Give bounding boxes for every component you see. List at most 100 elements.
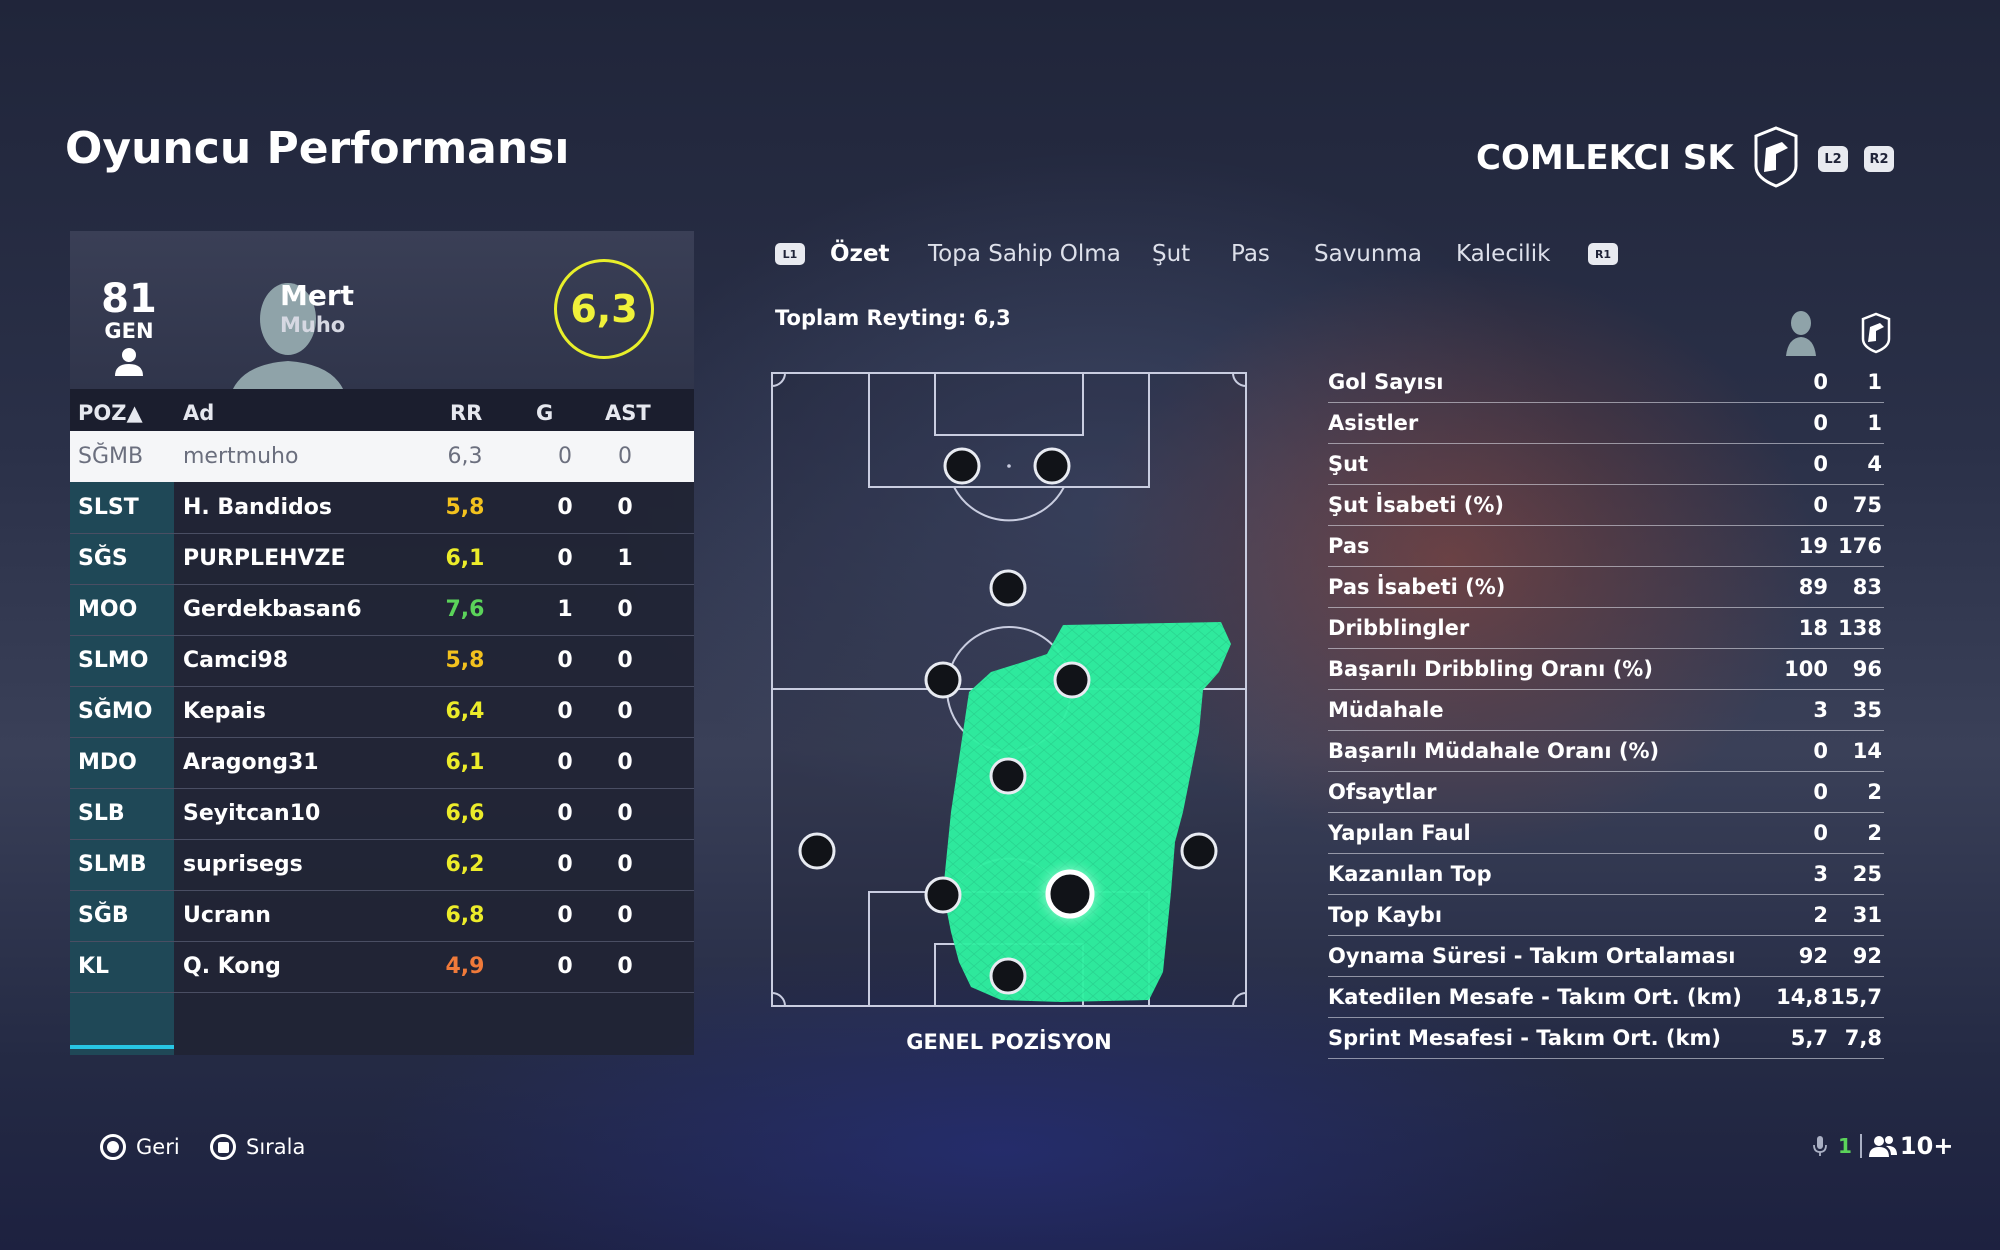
club-column-icon: [1861, 312, 1891, 354]
l2-button[interactable]: L2: [1818, 146, 1848, 172]
row-rating: 6,3: [447, 444, 483, 469]
player-panel: 81 GEN Mert Muho 6,3 POZ▲ Ad RR G AST: [70, 231, 694, 1055]
stat-row: Katedilen Mesafe - Takım Ort. (km) 14,8 15…: [1328, 977, 1884, 1018]
table-row[interactable]: SĞS PURPLEHVZE 6,1 0 1: [70, 533, 694, 585]
row-position: SLB: [78, 801, 125, 826]
row-position: SĞMO: [78, 699, 153, 724]
table-row[interactable]: SĞMB mertmuho 6,3 0 0: [70, 431, 694, 482]
table-row[interactable]: SLMB suprisegs 6,2 0 0: [70, 839, 694, 891]
stat-label: Ofsaytlar: [1328, 780, 1437, 804]
row-rating: 4,9: [445, 954, 485, 979]
l1-button[interactable]: L1: [775, 243, 805, 265]
col-header-g[interactable]: G: [536, 401, 554, 425]
stat-label: Pas: [1328, 534, 1370, 558]
table-row[interactable]: MOO Gerdekbasan6 7,6 1 0: [70, 584, 694, 636]
tab-sut[interactable]: Şut: [1152, 241, 1191, 267]
player-overall: 81: [101, 276, 157, 322]
stat-label: Pas İsabeti (%): [1328, 575, 1506, 599]
tab-ozet[interactable]: Özet: [830, 241, 890, 267]
table-row[interactable]: KL Q. Kong 4,9 0 0: [70, 941, 694, 993]
player-rating: 6,3: [554, 259, 654, 359]
stat-team-value: 1: [1867, 370, 1882, 394]
stat-label: Kazanılan Top: [1328, 862, 1492, 886]
stat-row: Kazanılan Top 3 25: [1328, 854, 1884, 895]
table-row[interactable]: SLMO Camci98 5,8 0 0: [70, 635, 694, 687]
stat-team-value: 92: [1852, 944, 1882, 968]
player-silhouette-icon: [182, 283, 398, 389]
stat-team-value: 15,7: [1830, 985, 1882, 1009]
table-row[interactable]: SLST H. Bandidos 5,8 0 0: [70, 482, 694, 534]
tab-pas[interactable]: Pas: [1231, 241, 1270, 267]
r1-button[interactable]: R1: [1588, 243, 1618, 265]
stat-player-value: 89: [1798, 575, 1828, 599]
stat-team-value: 75: [1852, 493, 1882, 517]
club-name: COMLEKCI SK: [1476, 138, 1734, 178]
col-header-name[interactable]: Ad: [183, 401, 215, 425]
mic-icon: [1813, 1136, 1827, 1156]
stat-row: Pas İsabeti (%) 89 83: [1328, 567, 1884, 608]
tab-topa-sahip-olma[interactable]: Topa Sahip Olma: [928, 241, 1121, 267]
row-assists: 0: [617, 801, 633, 826]
stat-team-value: 176: [1838, 534, 1882, 558]
player-last-name: Muho: [280, 313, 346, 337]
stat-team-value: 14: [1852, 739, 1882, 763]
col-header-poz[interactable]: POZ▲: [78, 401, 143, 425]
row-position: SLMB: [78, 852, 147, 877]
stat-row: Sprint Mesafesi - Takım Ort. (km) 5,7 7,8: [1328, 1018, 1884, 1059]
row-position: SLMO: [78, 648, 149, 673]
row-player-name: Q. Kong: [183, 954, 281, 979]
stat-team-value: 2: [1867, 780, 1882, 804]
table-row[interactable]: SĞB Ucrann 6,8 0 0: [70, 890, 694, 942]
r2-button[interactable]: R2: [1864, 146, 1894, 172]
stat-label: Yapılan Faul: [1328, 821, 1471, 845]
pitch-label: GENEL POZİSYON: [906, 1030, 1112, 1054]
total-rating: Toplam Reyting: 6,3: [775, 306, 1011, 330]
stat-row: Başarılı Dribbling Oranı (%) 100 96: [1328, 649, 1884, 690]
player-marker: [1045, 869, 1095, 919]
row-player-name: Seyitcan10: [183, 801, 321, 826]
sort-button[interactable]: Sırala: [210, 1134, 305, 1160]
row-position: KL: [78, 954, 110, 979]
row-rating: 6,4: [445, 699, 485, 724]
stat-player-value: 18: [1798, 616, 1828, 640]
stat-label: Asistler: [1328, 411, 1419, 435]
col-header-ast[interactable]: AST: [605, 401, 651, 425]
player-overall-label: GEN: [104, 319, 154, 343]
pitch-heatmap: [771, 372, 1247, 1007]
row-assists: 0: [617, 852, 633, 877]
stat-label: Şut: [1328, 452, 1369, 476]
tab-savunma[interactable]: Savunma: [1314, 241, 1422, 267]
row-goals: 0: [557, 801, 573, 826]
row-assists: 0: [617, 597, 633, 622]
row-position: SĞB: [78, 903, 129, 928]
stat-label: Top Kaybı: [1328, 903, 1443, 927]
stat-row: Şut İsabeti (%) 0 75: [1328, 485, 1884, 526]
row-assists: 0: [617, 954, 633, 979]
tab-kalecilik[interactable]: Kalecilik: [1456, 241, 1551, 267]
stat-team-value: 4: [1867, 452, 1882, 476]
row-assists: 0: [617, 903, 633, 928]
teammate-markers: [798, 447, 1218, 995]
row-player-name: Kepais: [183, 699, 266, 724]
col-header-rr[interactable]: RR: [450, 401, 483, 425]
row-rating: 6,6: [445, 801, 485, 826]
table-row[interactable]: SĞMO Kepais 6,4 0 0: [70, 686, 694, 738]
stat-player-value: 0: [1813, 739, 1828, 763]
table-header: POZ▲ Ad RR G AST: [70, 389, 694, 437]
row-position: SĞMB: [78, 444, 144, 469]
row-goals: 0: [557, 903, 573, 928]
row-assists: 0: [617, 750, 633, 775]
stat-label: Katedilen Mesafe - Takım Ort. (km): [1328, 985, 1742, 1009]
stat-label: Oynama Süresi - Takım Ortalaması: [1328, 944, 1736, 968]
circle-button-icon: [100, 1134, 126, 1160]
stat-row: Ofsaytlar 0 2: [1328, 772, 1884, 813]
row-position: MOO: [78, 597, 138, 622]
mic-count: 1: [1838, 1134, 1852, 1158]
back-button[interactable]: Geri: [100, 1134, 180, 1160]
stat-row: Gol Sayısı 0 1: [1328, 362, 1884, 403]
table-row[interactable]: MDO Aragong31 6,1 0 0: [70, 737, 694, 789]
divider: [1859, 1134, 1862, 1158]
stat-row: Başarılı Müdahale Oranı (%) 0 14: [1328, 731, 1884, 772]
page-title: Oyuncu Performansı: [65, 123, 570, 174]
table-row[interactable]: SLB Seyitcan10 6,6 0 0: [70, 788, 694, 840]
